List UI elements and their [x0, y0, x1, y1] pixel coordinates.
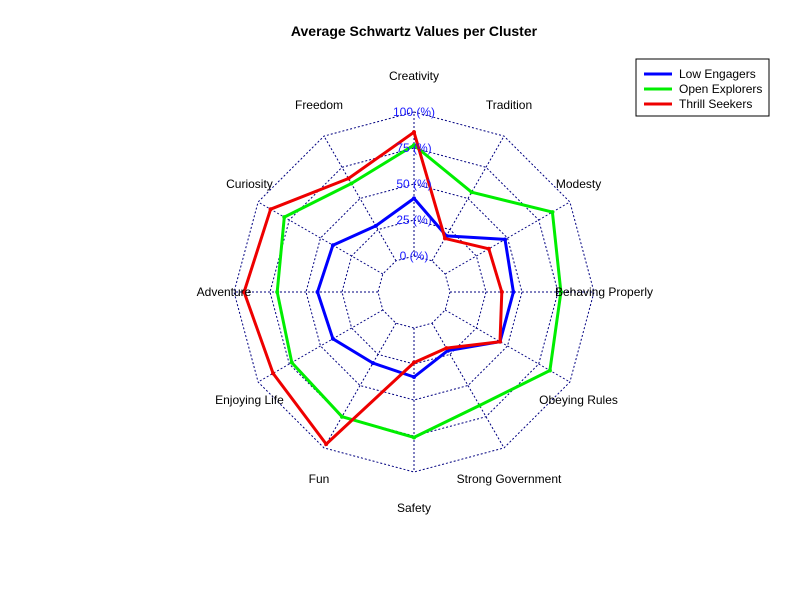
- point-thrill-seekers-creativity: [412, 130, 416, 135]
- point-low-engagers-fun: [370, 361, 375, 366]
- point-thrill-seekers-strong-government: [444, 346, 449, 351]
- axis-label-modesty: Modesty: [556, 177, 601, 191]
- point-thrill-seekers-enjoying-life: [271, 371, 276, 376]
- axis-label-freedom: Freedom: [295, 98, 343, 112]
- point-open-explorers-modesty: [550, 210, 555, 215]
- axis-label-enjoying-life: Enjoying Life: [215, 393, 284, 407]
- legend-box: [635, 58, 770, 117]
- spoke-modesty: [444, 201, 571, 275]
- point-low-engagers-adventure: [315, 290, 320, 294]
- spoke-freedom: [323, 135, 397, 262]
- radial-tick-labels: 0 (%) 25 (%) 50 (%) 75 (%) 100 (%): [393, 105, 435, 263]
- tick-label-3: 75 (%): [396, 141, 431, 155]
- chart-title: Average Schwartz Values per Cluster: [291, 23, 538, 39]
- point-thrill-seekers-tradition: [442, 236, 447, 241]
- spoke-enjoying-life: [257, 309, 384, 383]
- point-thrill-seekers-safety: [412, 360, 416, 365]
- point-thrill-seekers-behaving-properly: [499, 290, 504, 294]
- axis-label-strong-government: Strong Government: [457, 472, 562, 486]
- axis-label-creativity: Creativity: [389, 69, 439, 83]
- point-thrill-seekers-fun: [324, 442, 329, 447]
- axis-label-safety: Safety: [397, 501, 431, 515]
- point-low-engagers-freedom: [373, 223, 378, 228]
- tick-label-0: 0 (%): [400, 249, 429, 263]
- point-thrill-seekers-freedom: [346, 176, 351, 181]
- spoke-strong-government: [431, 322, 505, 449]
- radar-grid: [233, 111, 595, 473]
- point-open-explorers-enjoying-life: [289, 360, 294, 365]
- point-open-explorers-strong-government: [477, 403, 482, 408]
- axis-label-adventure: Adventure: [197, 285, 252, 299]
- radar-series: [242, 130, 563, 447]
- legend-label-thrill-seekers: Thrill Seekers: [679, 97, 752, 111]
- axis-label-tradition: Tradition: [486, 98, 532, 112]
- tick-label-2: 50 (%): [396, 177, 431, 191]
- spoke-fun: [323, 322, 397, 449]
- point-open-explorers-safety: [412, 435, 416, 440]
- point-open-explorers-creativity: [412, 143, 416, 148]
- point-low-engagers-safety: [412, 374, 416, 379]
- axis-label-behaving-properly: Behaving Properly: [555, 285, 653, 299]
- spoke-curiosity: [257, 201, 384, 275]
- legend-label-low-engagers: Low Engagers: [679, 67, 756, 81]
- point-thrill-seekers-obeying-rules: [498, 339, 503, 344]
- grid-ring-0: [377, 255, 451, 329]
- point-open-explorers-freedom: [349, 181, 354, 186]
- point-thrill-seekers-adventure: [242, 290, 247, 294]
- legend-label-open-explorers: Open Explorers: [679, 82, 762, 96]
- point-low-engagers-behaving-properly: [511, 290, 516, 294]
- point-thrill-seekers-curiosity: [268, 207, 273, 212]
- point-open-explorers-adventure: [275, 290, 280, 294]
- axis-labels: Creativity Tradition Modesty Behaving Prope…: [197, 69, 653, 515]
- grid-ring-3: [269, 147, 559, 437]
- point-open-explorers-tradition: [469, 190, 474, 195]
- point-open-explorers-behaving-properly: [558, 290, 563, 294]
- point-low-engagers-curiosity: [330, 243, 335, 248]
- tick-label-4: 100 (%): [393, 105, 435, 119]
- axis-label-curiosity: Curiosity: [226, 177, 273, 191]
- axis-label-fun: Fun: [309, 472, 330, 486]
- tick-label-1: 25 (%): [396, 213, 431, 227]
- point-low-engagers-modesty: [503, 237, 508, 242]
- axis-label-obeying-rules: Obeying Rules: [539, 393, 618, 407]
- point-open-explorers-fun: [340, 414, 344, 419]
- point-thrill-seekers-modesty: [486, 246, 491, 251]
- point-open-explorers-obeying-rules: [547, 368, 552, 373]
- point-open-explorers-curiosity: [282, 215, 287, 220]
- point-low-engagers-enjoying-life: [330, 336, 335, 341]
- point-low-engagers-creativity: [412, 196, 416, 201]
